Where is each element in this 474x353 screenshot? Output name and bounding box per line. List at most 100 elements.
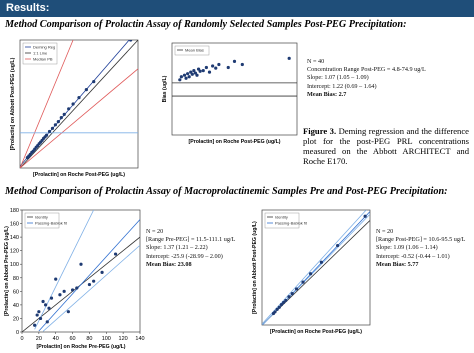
data-point: [182, 73, 187, 77]
data-point: [44, 303, 48, 307]
x-tick-label: 0: [20, 336, 23, 342]
mean-bias: Mean Bias: 23.08: [146, 260, 192, 268]
data-point: [54, 277, 58, 281]
data-point: [309, 272, 313, 276]
data-point: [84, 88, 88, 92]
data-point: [58, 293, 62, 297]
legend-box: [22, 42, 58, 65]
data-point: [277, 305, 281, 309]
data-point: [56, 120, 60, 124]
data-point: [47, 129, 52, 134]
data-point: [290, 292, 294, 296]
data-point: [49, 296, 54, 300]
y-axis-label: [Prolactin] on Abbott Post-PEG (ug/L): [252, 221, 258, 314]
x-tick-label: 60: [70, 336, 76, 342]
data-point: [75, 286, 79, 290]
data-point: [232, 59, 237, 64]
data-point: [92, 279, 96, 283]
y-tick-label: 100: [10, 262, 19, 268]
section-title: Method Comparison of Prolactin Assay of …: [5, 186, 448, 197]
stat-line: N = 20: [146, 228, 164, 235]
data-point: [62, 289, 66, 293]
data-point: [33, 323, 37, 327]
caption-text: Deming regression and the difference plo…: [303, 126, 469, 166]
stats-block: N = 20 [Range Pre-PEG] = 11.5-111.1 ug/L…: [146, 228, 235, 269]
x-axis-label: [Prolactin] on Roche Pre-PEG (ug/L): [36, 344, 125, 350]
y-tick-label: 140: [10, 235, 19, 241]
legend-box: [264, 212, 300, 229]
data-point: [53, 123, 58, 127]
data-point: [100, 270, 104, 274]
data-point: [79, 262, 83, 266]
stat-line: N = 40: [307, 58, 325, 65]
data-point: [87, 282, 92, 287]
y-tick-label: 60: [13, 289, 19, 295]
data-point: [71, 102, 75, 106]
mean-bias: Mean Bias: 5.77: [376, 260, 419, 268]
data-point: [92, 80, 96, 84]
x-tick-label: 100: [102, 336, 111, 342]
stat-line: [Range Pre-PEG] = 11.5-111.1 ug/L: [146, 236, 236, 244]
data-point: [178, 78, 182, 82]
y-tick-label: 160: [10, 222, 19, 228]
data-point: [240, 62, 244, 67]
data-point: [207, 70, 212, 74]
legend-label: Passing-Bablok fit: [35, 221, 68, 226]
data-point: [279, 303, 284, 307]
data-point: [275, 307, 279, 311]
data-point: [282, 300, 286, 305]
legend-label: Mean Bias: [185, 48, 204, 53]
mean-bias: Mean Bias: 2.7: [307, 90, 347, 98]
data-point: [77, 96, 81, 100]
figure-caption: Figure 3. Deming regression and the diff…: [303, 126, 469, 166]
stat-line: Slope: 1.37 (1.21 – 2.22): [146, 244, 208, 252]
stat-line: Intercept: -0.52 (-0.44 – 1.01): [376, 252, 450, 260]
stats-block: N = 20 [Range Post-PEG] = 10.6-95.5 ug/L…: [376, 228, 465, 269]
legend-label: Identity: [35, 215, 48, 220]
data-point: [319, 260, 323, 264]
plot-frame: [21, 209, 141, 333]
y-axis-label: [Prolactin] on Abbott Pre-PEG (ug/L): [4, 226, 10, 316]
data-point: [294, 287, 299, 291]
legend-label: Identity: [275, 215, 288, 220]
stat-line: [Range Post-PEG] = 10.6-95.5 ug/L: [376, 236, 466, 244]
stat-line: Concentration Range Post-PEG = 4.8-74.9 …: [307, 66, 426, 74]
data-point: [59, 116, 63, 120]
data-point: [201, 69, 205, 73]
data-point: [273, 310, 277, 314]
section-title: Method Comparison of Prolactin Assay of …: [5, 19, 407, 30]
x-tick-label: 140: [135, 336, 144, 342]
data-point: [35, 313, 39, 317]
y-axis-label: Bias (ug/L): [162, 75, 168, 102]
data-point: [41, 299, 45, 304]
stat-line: Slope: 1.09 (1.06 – 1.14): [376, 244, 438, 252]
data-point: [184, 76, 188, 80]
data-point: [204, 65, 208, 70]
x-axis-label: [Prolactin] on Roche Post-PEG (ug/L): [33, 172, 125, 178]
data-point: [179, 75, 183, 79]
fit-line: [42, 244, 140, 332]
data-point: [301, 280, 305, 284]
y-tick-label: 120: [10, 249, 19, 255]
data-point: [50, 126, 55, 130]
data-point: [47, 306, 51, 310]
legend-label: Median PB: [33, 57, 53, 62]
y-tick-label: 20: [13, 316, 19, 322]
y-tick-label: 0: [16, 330, 19, 336]
y-tick-label: 180: [10, 208, 19, 214]
data-point: [62, 112, 66, 116]
data-point: [187, 75, 191, 79]
legend-box: [24, 212, 60, 229]
data-point: [66, 310, 70, 314]
x-axis-label: [Prolactin] on Roche Post-PEG (ug/L): [189, 139, 281, 145]
fit-line: [20, 40, 74, 168]
data-point: [284, 298, 288, 303]
stat-line: Intercept: 1.22 (0.69 – 1.64): [307, 82, 377, 90]
data-point: [186, 72, 190, 76]
data-point: [287, 56, 291, 60]
stat-line: N = 20: [376, 228, 394, 235]
data-point: [37, 310, 41, 314]
data-point: [67, 107, 71, 111]
